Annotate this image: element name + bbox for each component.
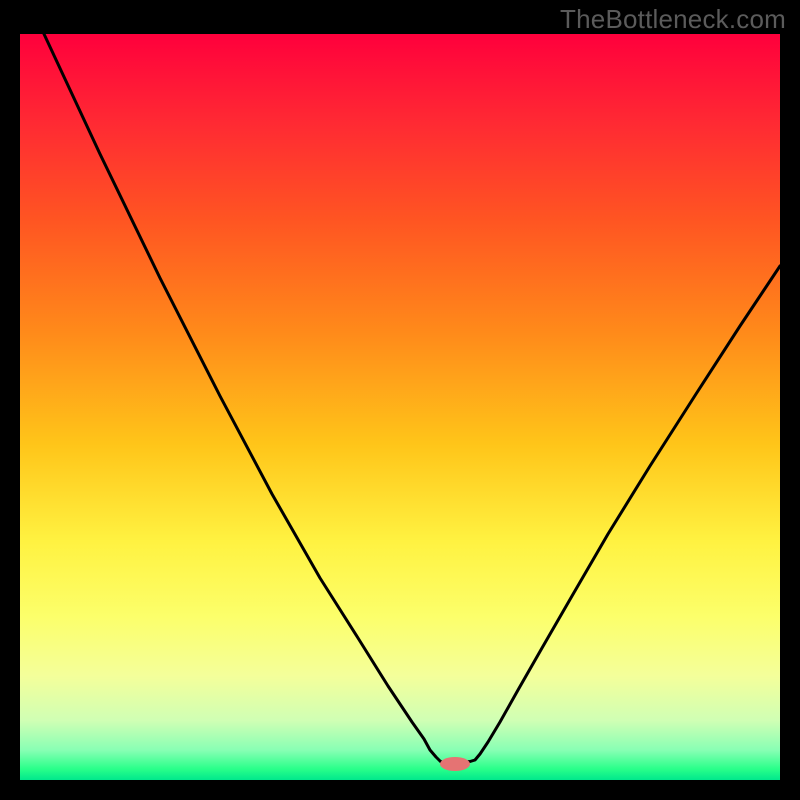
chart-frame: TheBottleneck.com xyxy=(0,0,800,800)
watermark-text: TheBottleneck.com xyxy=(560,4,786,35)
plot-background xyxy=(20,34,780,780)
gradient-plot xyxy=(0,0,800,800)
optimum-marker xyxy=(440,757,470,771)
